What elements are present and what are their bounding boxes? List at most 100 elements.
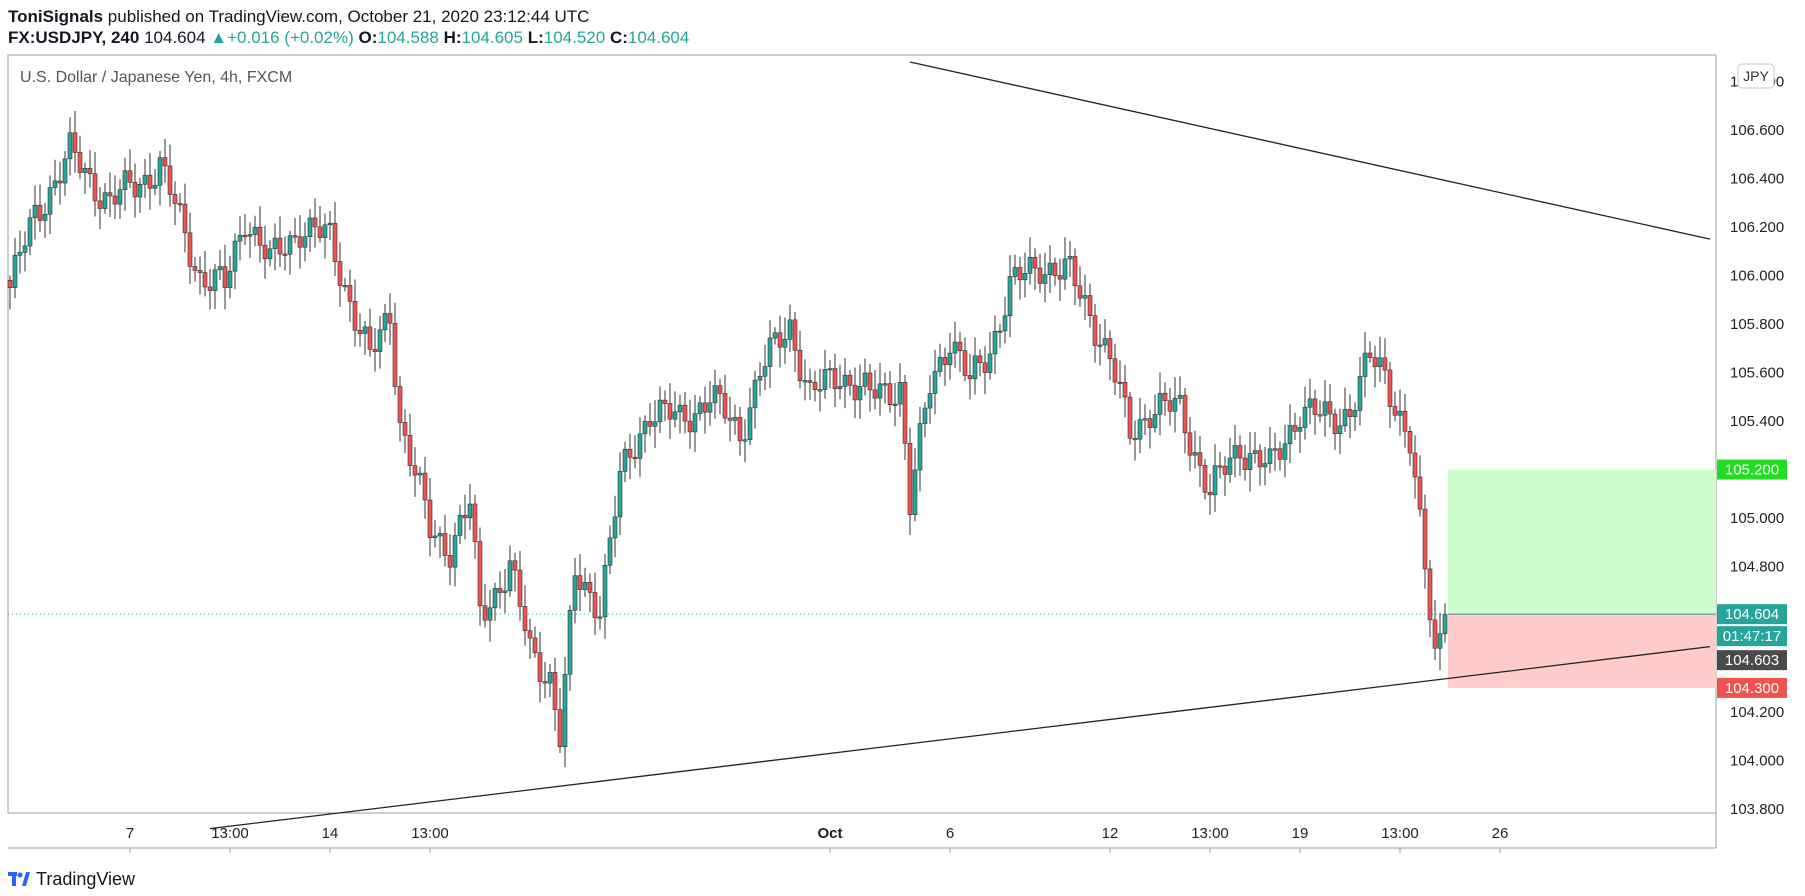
- candle-body: [742, 439, 748, 442]
- time-tick-label: 13:00: [1191, 825, 1229, 842]
- candle-body: [77, 152, 83, 173]
- candle-body: [987, 353, 993, 373]
- currency-badge[interactable]: JPY: [1737, 63, 1775, 89]
- candle-body: [832, 368, 838, 390]
- candle-body: [487, 607, 493, 621]
- candle-body: [802, 380, 808, 383]
- time-axis[interactable]: 7 13:00 14 13:00 Oct 6 12 13:00 19 13:00 26: [126, 825, 1509, 853]
- candle-body: [372, 349, 378, 352]
- candle-body: [422, 472, 428, 501]
- author-name[interactable]: ToniSignals: [8, 7, 104, 26]
- candle-body: [157, 157, 163, 186]
- candle-body: [67, 132, 73, 160]
- candle-body: [582, 581, 588, 590]
- candle-body: [957, 341, 963, 351]
- candle-body: [1437, 633, 1443, 649]
- candle-body: [387, 313, 393, 324]
- candle-body: [637, 433, 643, 459]
- candle-body: [362, 326, 368, 334]
- candle-body: [177, 203, 183, 206]
- candle-body: [117, 189, 123, 205]
- candle-body: [602, 564, 608, 618]
- candle-body: [552, 672, 558, 710]
- candle-body: [672, 411, 678, 420]
- candle-body: [652, 421, 658, 427]
- candle-body: [727, 417, 733, 421]
- candle-body: [1292, 425, 1298, 432]
- candle-body: [732, 417, 738, 421]
- candle-body: [27, 217, 33, 247]
- candle-body: [292, 235, 298, 238]
- candle-body: [592, 592, 598, 619]
- candle-body: [1322, 401, 1328, 416]
- candle-body: [327, 222, 333, 226]
- currency-badge-text: JPY: [1743, 68, 1769, 84]
- candle-body: [1277, 448, 1283, 460]
- candle-body: [997, 330, 1003, 333]
- brand-name[interactable]: TradingView: [36, 869, 136, 889]
- candle-body: [1132, 437, 1138, 441]
- price-tick-label: 106.400: [1730, 170, 1784, 187]
- candle-body: [817, 389, 823, 392]
- candle-body: [512, 560, 518, 571]
- price-change: +0.016 (+0.02%): [227, 28, 354, 47]
- candle-body: [1187, 432, 1193, 456]
- candle-body: [747, 407, 753, 441]
- candle-body: [237, 234, 243, 242]
- candle-body: [97, 200, 103, 209]
- candle-body: [702, 402, 708, 413]
- candle-body: [532, 637, 538, 654]
- candle-body: [917, 423, 923, 471]
- candle-body: [82, 167, 88, 173]
- candle-body: [407, 434, 413, 467]
- candle-body: [1162, 392, 1168, 401]
- candle-body: [437, 533, 443, 537]
- candle-body: [1412, 452, 1418, 478]
- candle-body: [1022, 273, 1028, 281]
- candle-body: [462, 515, 468, 519]
- candle-body: [352, 301, 358, 331]
- candle-body: [482, 605, 488, 621]
- candle-body: [932, 371, 938, 394]
- candle-body: [147, 174, 153, 189]
- candle-body: [842, 374, 848, 387]
- candle-body: [767, 337, 773, 367]
- candle-body: [862, 372, 868, 387]
- low-value: 104.520: [543, 28, 606, 47]
- candle-body: [72, 132, 78, 153]
- candle-body: [887, 383, 893, 406]
- candle-body: [962, 350, 968, 376]
- candle-body: [162, 157, 168, 167]
- candle-body: [57, 180, 63, 184]
- candle-body: [972, 355, 978, 380]
- candle-body: [812, 382, 818, 390]
- candle-body: [477, 541, 483, 607]
- candle-body: [1207, 491, 1213, 496]
- candle-body: [1372, 357, 1378, 367]
- candle-body: [1332, 413, 1338, 435]
- candle-body: [1072, 256, 1078, 287]
- time-tick-label: 26: [1492, 825, 1509, 842]
- open-label: O:: [358, 28, 378, 47]
- candle-body: [447, 555, 453, 568]
- candle-body: [1312, 398, 1318, 415]
- candle-body: [7, 280, 13, 288]
- candle-body: [947, 352, 953, 366]
- candle-body: [192, 266, 198, 271]
- time-tick-label: 14: [322, 825, 339, 842]
- time-tick-label: Oct: [817, 825, 842, 842]
- candle-body: [1157, 392, 1163, 415]
- candle-body: [1232, 445, 1238, 459]
- candle-body: [847, 374, 853, 386]
- candle-body: [897, 382, 903, 405]
- candle-body: [942, 357, 948, 366]
- target-price-label-bg: [1717, 459, 1787, 480]
- symbol[interactable]: FX:USDJPY, 240: [8, 28, 140, 47]
- candle-body: [912, 469, 918, 515]
- price-axis[interactable]: 106.800106.600106.400106.200106.000105.8…: [1730, 73, 1784, 818]
- candle-body: [1367, 352, 1373, 358]
- candle-body: [1137, 419, 1143, 440]
- candle-body: [1287, 425, 1293, 445]
- candle-body: [1397, 410, 1403, 416]
